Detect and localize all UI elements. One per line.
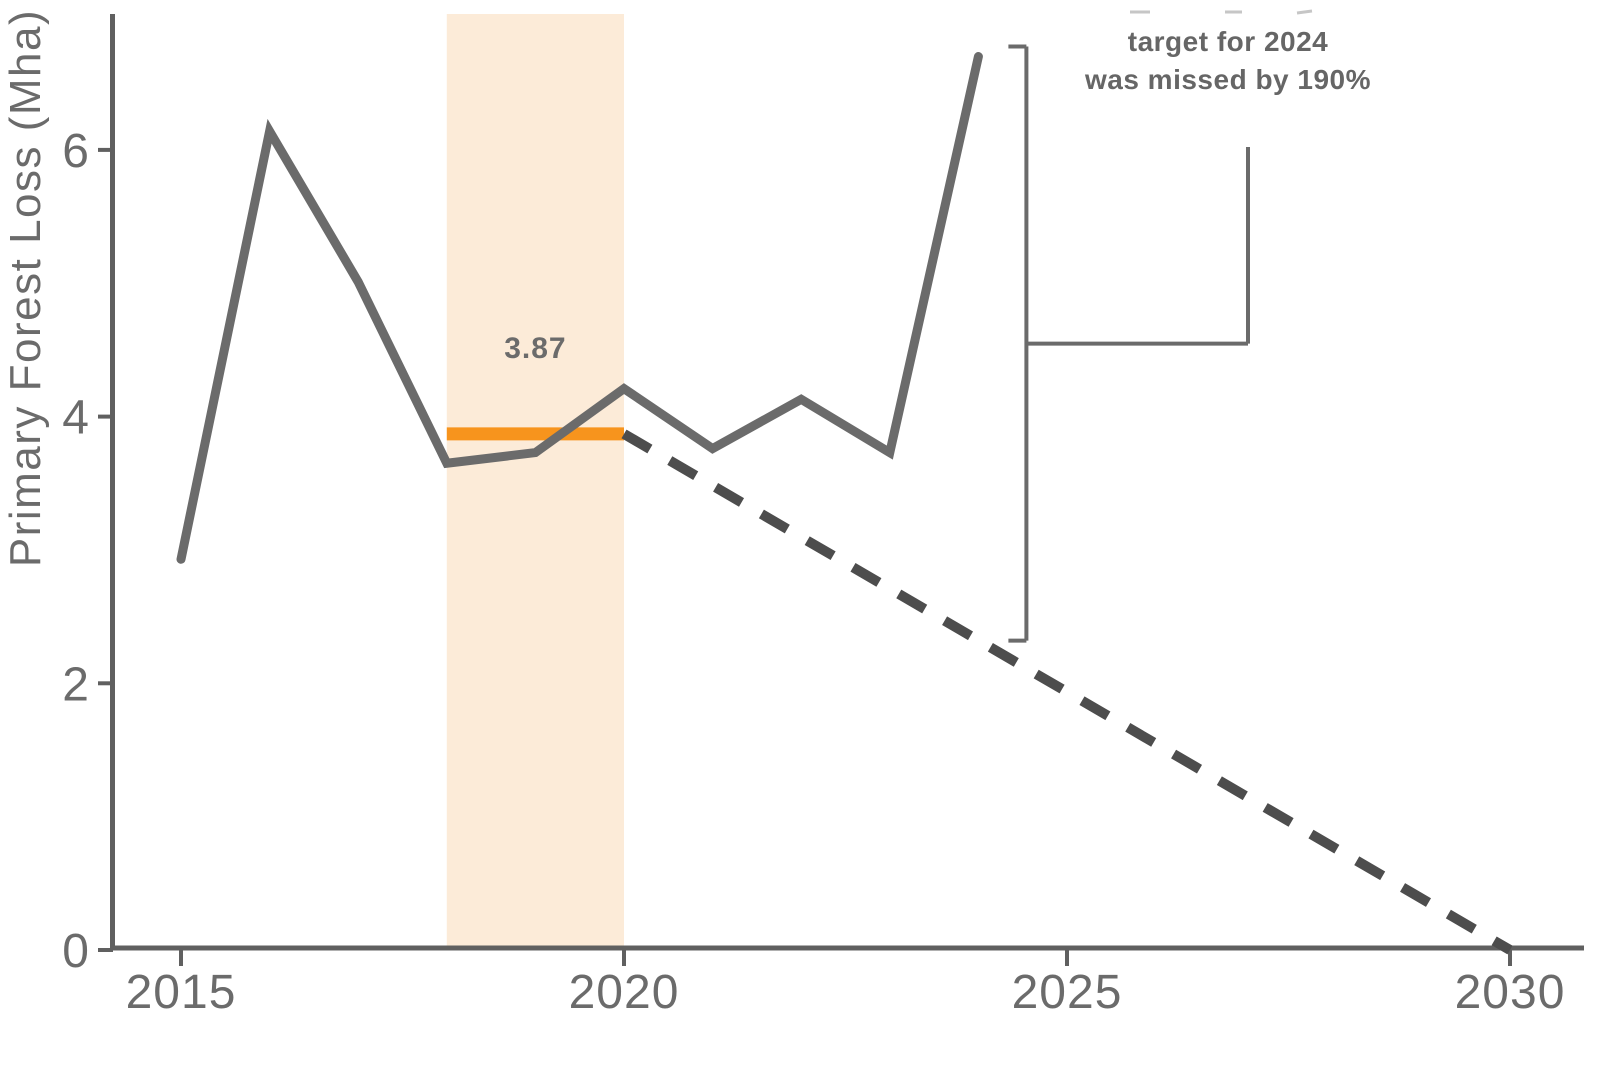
chart-canvas: 0 2 4 6 2015 2020 2025 2030 Primary Fore… xyxy=(0,0,1600,1067)
baseline-band xyxy=(447,14,624,946)
y-axis-title: Primary Forest Loss (Mha) xyxy=(1,9,50,567)
miss-bracket xyxy=(1008,47,1248,641)
forest-loss-chart: 0 2 4 6 2015 2020 2025 2030 Primary Fore… xyxy=(0,0,1600,1067)
x-ticks xyxy=(181,948,1510,966)
y-tick-label: 0 xyxy=(62,925,90,978)
x-tick-label: 2030 xyxy=(1455,966,1566,1019)
y-tick-label: 2 xyxy=(62,658,90,711)
x-tick-label: 2020 xyxy=(569,966,680,1019)
x-tick-labels: 2015 2020 2025 2030 xyxy=(126,966,1566,1019)
target-path-line xyxy=(624,434,1510,950)
y-tick-label: 6 xyxy=(62,125,90,178)
y-tick-labels: 0 2 4 6 xyxy=(62,125,90,978)
annotation-line-1: target for 2024 xyxy=(1128,26,1328,57)
annotation-line-2: was missed by 190% xyxy=(1084,64,1371,95)
x-tick-label: 2025 xyxy=(1012,966,1123,1019)
baseline-label: 3.87 xyxy=(504,332,566,365)
y-tick-label: 4 xyxy=(62,392,90,445)
cropped-text-remnant xyxy=(1130,11,1312,13)
x-tick-label: 2015 xyxy=(126,966,237,1019)
miss-annotation: target for 2024 was missed by 190% xyxy=(1084,26,1371,95)
